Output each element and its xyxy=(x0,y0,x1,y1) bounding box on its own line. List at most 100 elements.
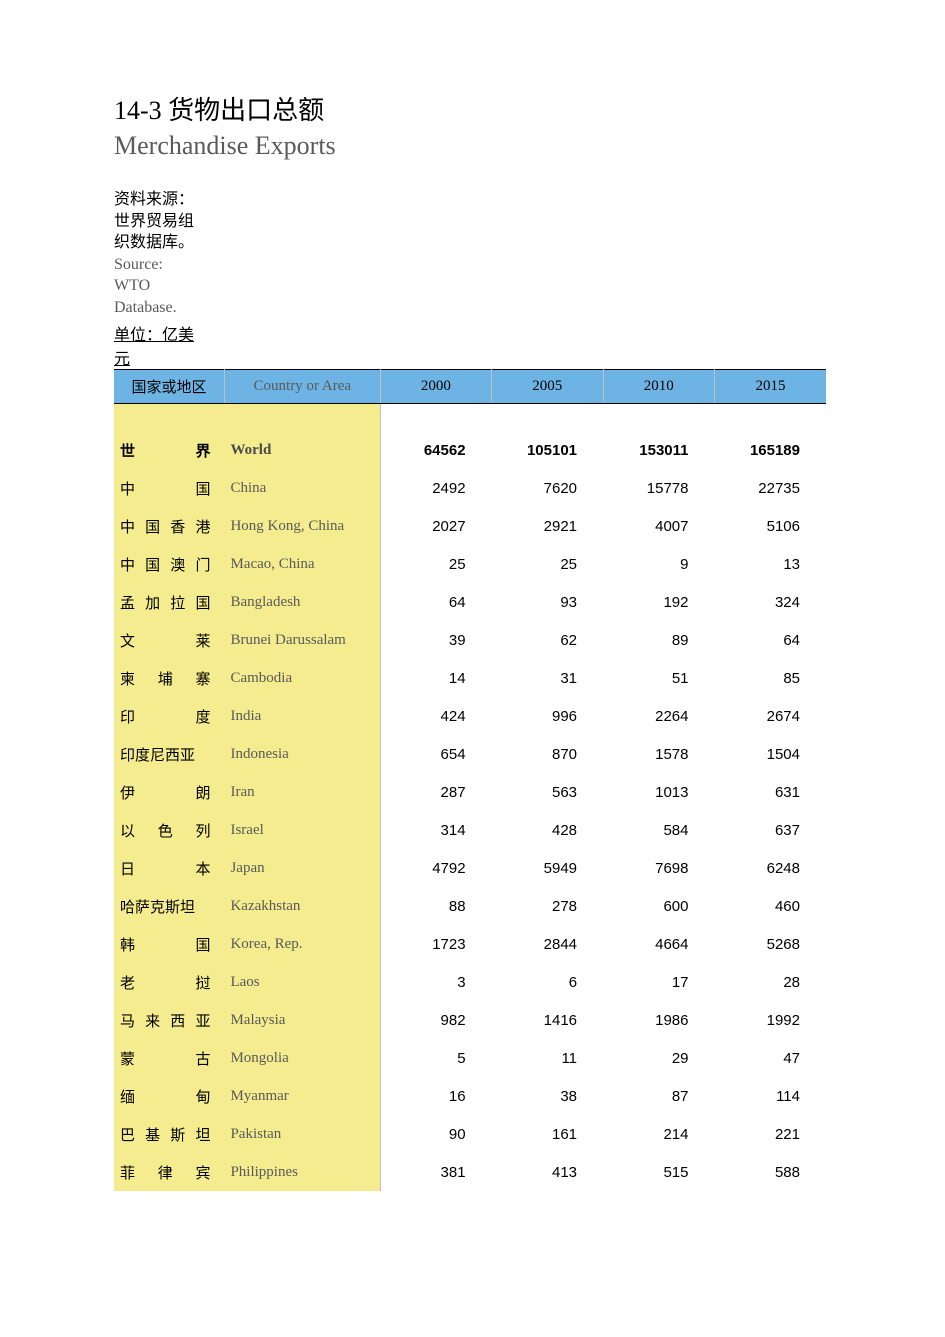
value-cell: 1986 xyxy=(603,1001,714,1039)
value-cell: 38 xyxy=(492,1077,603,1115)
country-name-en: China xyxy=(224,469,380,507)
value-cell: 85 xyxy=(715,659,827,697)
table-row: 中 国China249276201577822735 xyxy=(114,469,826,507)
value-cell: 324 xyxy=(715,583,827,621)
title-chinese: 14-3 货物出口总额 xyxy=(114,90,945,127)
value-cell: 2844 xyxy=(492,925,603,963)
source-cn-line2: 世界贸易组 xyxy=(114,211,214,233)
value-cell: 381 xyxy=(380,1153,491,1191)
value-cell: 47 xyxy=(715,1039,827,1077)
source-cn-line1: 资料来源： xyxy=(114,189,214,211)
value-cell: 28 xyxy=(715,963,827,1001)
value-cell: 631 xyxy=(715,773,827,811)
table-header-row: 国家或地区 Country or Area 2000 2005 2010 201… xyxy=(114,369,826,403)
table-row: 中国香港Hong Kong, China2027292140075106 xyxy=(114,507,826,545)
value-cell: 153011 xyxy=(603,431,714,469)
title-english: Merchandise Exports xyxy=(114,131,945,161)
source-en-line3: Database. xyxy=(114,297,214,319)
country-name-en: Brunei Darussalam xyxy=(224,621,380,659)
table-row: 菲律宾Philippines381413515588 xyxy=(114,1153,826,1191)
country-name-cn: 中 国 xyxy=(114,469,224,507)
value-cell: 588 xyxy=(715,1153,827,1191)
country-name-cn: 缅 甸 xyxy=(114,1077,224,1115)
country-name-en: India xyxy=(224,697,380,735)
value-cell: 114 xyxy=(715,1077,827,1115)
country-name-en: Kazakhstan xyxy=(224,887,380,925)
table-body: 世 界World64562105101153011165189中 国China2… xyxy=(114,403,826,1191)
table-row: 老 挝Laos361728 xyxy=(114,963,826,1001)
value-cell: 11 xyxy=(492,1039,603,1077)
header-year-2015: 2015 xyxy=(715,369,827,403)
table-row: 日 本Japan4792594976986248 xyxy=(114,849,826,887)
source-block: 资料来源： 世界贸易组 织数据库。 Source: WTO Database. xyxy=(114,189,214,319)
value-cell: 16 xyxy=(380,1077,491,1115)
value-cell: 637 xyxy=(715,811,827,849)
country-name-en: World xyxy=(224,431,380,469)
table-row: 文 莱Brunei Darussalam39628964 xyxy=(114,621,826,659)
value-cell: 161 xyxy=(492,1115,603,1153)
value-cell: 870 xyxy=(492,735,603,773)
country-name-en: Iran xyxy=(224,773,380,811)
value-cell: 4792 xyxy=(380,849,491,887)
header-country-cn: 国家或地区 xyxy=(114,369,224,403)
value-cell: 90 xyxy=(380,1115,491,1153)
table-row: 印度尼西亚Indonesia65487015781504 xyxy=(114,735,826,773)
country-name-en: Korea, Rep. xyxy=(224,925,380,963)
table-row: 以色列Israel314428584637 xyxy=(114,811,826,849)
table-row: 伊 朗Iran2875631013631 xyxy=(114,773,826,811)
value-cell: 428 xyxy=(492,811,603,849)
table-row: 孟加拉国Bangladesh6493192324 xyxy=(114,583,826,621)
value-cell: 6 xyxy=(492,963,603,1001)
value-cell: 31 xyxy=(492,659,603,697)
value-cell: 29 xyxy=(603,1039,714,1077)
value-cell: 25 xyxy=(380,545,491,583)
value-cell: 996 xyxy=(492,697,603,735)
source-en-line1: Source: xyxy=(114,254,214,276)
value-cell: 15778 xyxy=(603,469,714,507)
country-name-cn: 中国澳门 xyxy=(114,545,224,583)
value-cell: 5 xyxy=(380,1039,491,1077)
value-cell: 1013 xyxy=(603,773,714,811)
header-year-2010: 2010 xyxy=(603,369,714,403)
value-cell: 287 xyxy=(380,773,491,811)
country-name-en: Cambodia xyxy=(224,659,380,697)
value-cell: 584 xyxy=(603,811,714,849)
country-name-cn: 伊 朗 xyxy=(114,773,224,811)
value-cell: 460 xyxy=(715,887,827,925)
value-cell: 64562 xyxy=(380,431,491,469)
country-name-cn: 中国香港 xyxy=(114,507,224,545)
value-cell: 1992 xyxy=(715,1001,827,1039)
table-spacer-row xyxy=(114,403,826,431)
value-cell: 13 xyxy=(715,545,827,583)
value-cell: 2492 xyxy=(380,469,491,507)
value-cell: 88 xyxy=(380,887,491,925)
value-cell: 4007 xyxy=(603,507,714,545)
value-cell: 3 xyxy=(380,963,491,1001)
table-row: 中国澳门Macao, China2525913 xyxy=(114,545,826,583)
header-year-2000: 2000 xyxy=(380,369,491,403)
value-cell: 25 xyxy=(492,545,603,583)
value-cell: 5949 xyxy=(492,849,603,887)
value-cell: 17 xyxy=(603,963,714,1001)
country-name-cn: 印度尼西亚 xyxy=(114,735,224,773)
country-name-en: Malaysia xyxy=(224,1001,380,1039)
table-row: 韩 国Korea, Rep.1723284446645268 xyxy=(114,925,826,963)
value-cell: 87 xyxy=(603,1077,714,1115)
country-name-cn: 世 界 xyxy=(114,431,224,469)
value-cell: 62 xyxy=(492,621,603,659)
value-cell: 214 xyxy=(603,1115,714,1153)
country-name-cn: 巴基斯坦 xyxy=(114,1115,224,1153)
table-row: 巴基斯坦Pakistan90161214221 xyxy=(114,1115,826,1153)
value-cell: 1416 xyxy=(492,1001,603,1039)
country-name-cn: 菲律宾 xyxy=(114,1153,224,1191)
value-cell: 64 xyxy=(380,583,491,621)
table-row: 蒙 古Mongolia5112947 xyxy=(114,1039,826,1077)
value-cell: 2921 xyxy=(492,507,603,545)
country-name-en: Philippines xyxy=(224,1153,380,1191)
country-name-cn: 马来西亚 xyxy=(114,1001,224,1039)
value-cell: 7698 xyxy=(603,849,714,887)
value-cell: 51 xyxy=(603,659,714,697)
table-row: 马来西亚Malaysia982141619861992 xyxy=(114,1001,826,1039)
unit-label: 单位：亿美元 xyxy=(114,321,204,369)
value-cell: 424 xyxy=(380,697,491,735)
